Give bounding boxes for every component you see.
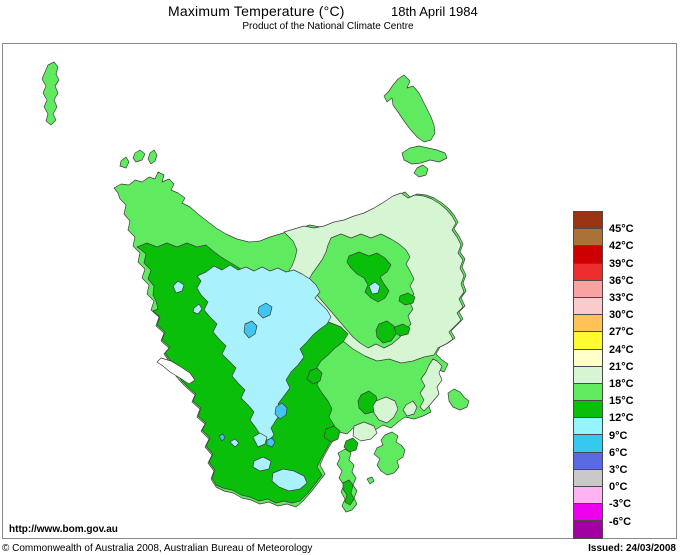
bom-url: http://www.bom.gov.au	[9, 524, 118, 535]
map-region-band-9-12-spot-s2	[271, 468, 308, 492]
map-region-band-6-9-spot-1	[257, 302, 273, 319]
map-region-band-9-12-spot-w1	[172, 280, 185, 294]
map-region-band-12-15-se-patch-3	[323, 425, 341, 443]
temperature-legend: 45°C 42°C 39°C 36°C 33°C 30°C 27°C 24°C 21°C 18°C…	[571, 169, 671, 549]
legend-swatch	[573, 245, 603, 264]
legend-label: 9°C	[609, 429, 628, 442]
map-region-macquarie-harbour	[156, 357, 196, 385]
map-region-band-12-15-eastern-tiers	[375, 320, 397, 344]
map-region-band-6-9-spot-5	[218, 433, 226, 442]
legend-swatch	[573, 417, 603, 436]
map-region-band-12-15-ne-highlands	[346, 251, 392, 303]
legend-label: 36°C	[609, 274, 634, 287]
legend-label: 12°C	[609, 412, 634, 425]
legend-label: 30°C	[609, 309, 634, 322]
map-region-three-hummock-island	[147, 149, 158, 165]
page-title: Maximum Temperature (°C)	[168, 3, 345, 19]
legend-label: 33°C	[609, 292, 634, 304]
map-region-tasman-peninsula	[373, 431, 406, 476]
map-region-band-12-15-ne-east-patch	[398, 292, 416, 306]
map-region-hunter-island	[132, 149, 146, 163]
map-region-band-9-12-ne-spot	[368, 281, 381, 295]
legend-label: 42°C	[609, 240, 634, 253]
legend-label: 6°C	[609, 446, 628, 459]
map-region-band-18-21-forestier	[372, 396, 399, 424]
map-region-bruny-dark-patch	[342, 479, 355, 506]
legend-swatch	[573, 400, 603, 419]
map-region-band-9-12-spot-s4	[229, 438, 240, 448]
legend-label: -6°C	[609, 515, 632, 528]
map-region-se-islet	[366, 476, 375, 485]
legend-swatch	[573, 211, 603, 230]
legend-swatch	[573, 314, 603, 333]
map-region-flinders-island	[383, 74, 436, 143]
legend-swatch	[573, 382, 603, 402]
legend-label: 3°C	[609, 464, 628, 476]
legend-label: 18°C	[609, 378, 634, 390]
legend-swatch	[573, 520, 603, 539]
legend-label: 24°C	[609, 343, 634, 356]
legend-label: 15°C	[609, 395, 634, 408]
map-frame: 45°C 42°C 39°C 36°C 33°C 30°C 27°C 24°C 21°C 18°C…	[2, 43, 677, 539]
map-region-band-12-15-se-patch-4	[343, 437, 359, 453]
legend-swatch	[573, 348, 603, 367]
map-region-band-6-9-spot-4	[266, 437, 276, 448]
issued-date: Issued: 24/03/2008	[588, 543, 676, 554]
map-region-band-9-12-spot-w2	[192, 303, 203, 315]
legend-label: 27°C	[609, 326, 634, 339]
legend-swatch	[573, 434, 603, 453]
legend-swatch-column	[573, 211, 603, 539]
legend-swatch	[573, 279, 603, 298]
map-date: 18th April 1984	[391, 4, 478, 19]
map-region-small-nw-island	[119, 156, 130, 169]
copyright-text: © Commonwealth of Australia 2008, Austra…	[2, 543, 313, 554]
legend-label: 0°C	[609, 481, 628, 494]
map-region-king-island	[41, 61, 60, 126]
map-region-band-18-21-east-strip	[419, 358, 443, 412]
map-region-band-12-15-se-patch-2	[306, 367, 323, 385]
legend-swatch	[573, 331, 603, 350]
legend-swatch	[573, 468, 603, 487]
legend-swatch	[573, 451, 603, 470]
tasmania-temperature-map	[41, 61, 470, 513]
map-region-band-6-9-spot-2	[243, 320, 258, 339]
map-region-band-6-9-spot-3	[274, 402, 288, 420]
map-region-cape-barren-island	[401, 145, 448, 165]
legend-label: 39°C	[609, 257, 634, 270]
legend-label: 21°C	[609, 360, 634, 373]
map-region-maria-island	[447, 388, 470, 411]
legend-label: -3°C	[609, 498, 632, 511]
map-region-band-9-12-spot-s3	[252, 456, 272, 472]
map-region-band-18-21-derwent	[352, 421, 378, 442]
legend-label: 45°C	[609, 223, 634, 236]
page-subtitle: Product of the National Climate Centre	[242, 21, 414, 32]
map-region-clarke-island	[413, 164, 429, 178]
map-region-band-9-12-central-plateau	[196, 264, 332, 442]
map-region-band-18-21-east-patch	[402, 400, 418, 417]
legend-swatch	[573, 262, 603, 281]
legend-swatch	[573, 486, 603, 505]
legend-swatch	[573, 228, 603, 247]
legend-swatch	[573, 503, 603, 522]
legend-swatch	[573, 365, 603, 384]
map-region-band-9-12-spot-s1	[252, 432, 268, 448]
legend-swatch	[573, 296, 603, 316]
